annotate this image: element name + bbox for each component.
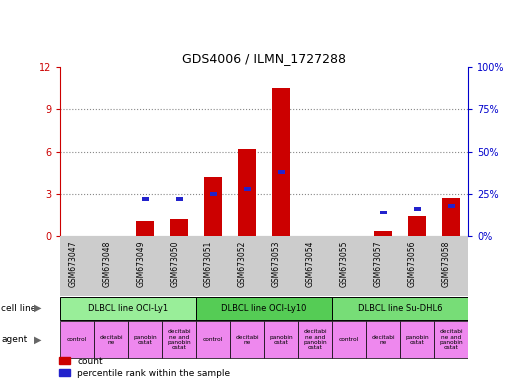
FancyBboxPatch shape — [332, 321, 366, 358]
Bar — [210, 192, 217, 196]
FancyBboxPatch shape — [400, 321, 434, 358]
Text: decitabi
ne: decitabi ne — [99, 334, 123, 345]
Text: panobin
ostat: panobin ostat — [133, 334, 157, 345]
Bar — [136, 221, 154, 236]
Bar — [204, 177, 222, 236]
Text: GSM673051: GSM673051 — [204, 241, 213, 287]
Bar — [380, 211, 386, 214]
Text: GSM673055: GSM673055 — [340, 241, 349, 287]
Text: decitabi
ne and
panobin
ostat: decitabi ne and panobin ostat — [303, 329, 327, 351]
Text: control: control — [67, 337, 87, 343]
Text: panobin
ostat: panobin ostat — [269, 334, 293, 345]
Text: ▶: ▶ — [34, 335, 41, 345]
Text: GSM673052: GSM673052 — [238, 241, 247, 287]
Text: GSM673050: GSM673050 — [170, 241, 179, 287]
Text: control: control — [339, 337, 359, 343]
Bar — [170, 219, 188, 236]
FancyBboxPatch shape — [196, 321, 230, 358]
Bar — [442, 198, 460, 236]
FancyBboxPatch shape — [230, 321, 264, 358]
Text: GSM673057: GSM673057 — [374, 241, 383, 287]
FancyBboxPatch shape — [196, 297, 332, 319]
FancyBboxPatch shape — [60, 297, 196, 319]
Bar — [414, 207, 420, 211]
Text: GSM673048: GSM673048 — [102, 241, 111, 287]
Bar — [374, 230, 392, 236]
Bar — [272, 88, 290, 236]
Text: GSM673049: GSM673049 — [136, 241, 145, 287]
Text: control: control — [203, 337, 223, 343]
Text: GSM673056: GSM673056 — [408, 241, 417, 287]
Text: GSM673047: GSM673047 — [68, 241, 77, 287]
Bar — [408, 217, 426, 236]
Text: decitabi
ne and
panobin
ostat: decitabi ne and panobin ostat — [439, 329, 463, 351]
Text: DLBCL line OCI-Ly10: DLBCL line OCI-Ly10 — [221, 304, 307, 313]
Title: GDS4006 / ILMN_1727288: GDS4006 / ILMN_1727288 — [182, 51, 346, 65]
Text: decitabi
ne and
panobin
ostat: decitabi ne and panobin ostat — [167, 329, 191, 351]
Text: GSM673053: GSM673053 — [272, 241, 281, 287]
FancyBboxPatch shape — [366, 321, 400, 358]
FancyBboxPatch shape — [298, 321, 332, 358]
FancyBboxPatch shape — [434, 321, 468, 358]
Bar — [142, 197, 149, 201]
Text: agent: agent — [1, 335, 27, 344]
Text: DLBCL line OCI-Ly1: DLBCL line OCI-Ly1 — [88, 304, 168, 313]
Text: GSM673054: GSM673054 — [306, 241, 315, 287]
Text: ▶: ▶ — [34, 303, 41, 313]
FancyBboxPatch shape — [94, 321, 128, 358]
Text: cell line: cell line — [1, 304, 37, 313]
Legend: count, percentile rank within the sample: count, percentile rank within the sample — [60, 357, 231, 377]
Bar — [448, 204, 454, 207]
FancyBboxPatch shape — [128, 321, 162, 358]
Text: GSM673058: GSM673058 — [442, 241, 451, 287]
Text: DLBCL line Su-DHL6: DLBCL line Su-DHL6 — [358, 304, 442, 313]
FancyBboxPatch shape — [162, 321, 196, 358]
FancyBboxPatch shape — [264, 321, 298, 358]
Bar — [278, 170, 285, 174]
Bar — [238, 149, 256, 236]
Bar — [244, 187, 251, 190]
FancyBboxPatch shape — [60, 321, 94, 358]
Text: decitabi
ne: decitabi ne — [371, 334, 395, 345]
Bar — [176, 197, 183, 201]
Text: panobin
ostat: panobin ostat — [405, 334, 429, 345]
FancyBboxPatch shape — [332, 297, 468, 319]
Text: decitabi
ne: decitabi ne — [235, 334, 259, 345]
